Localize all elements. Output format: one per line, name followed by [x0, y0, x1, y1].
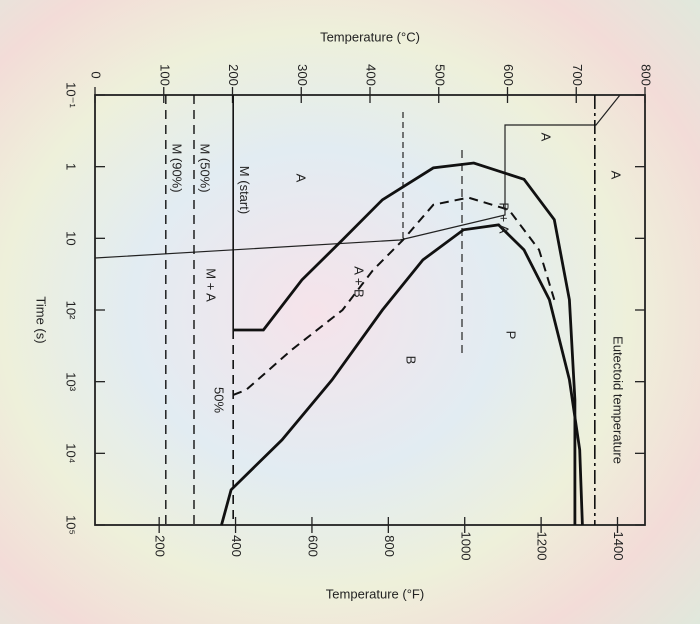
f-tick-label: 1200 — [535, 532, 550, 561]
transformation-curve — [233, 161, 577, 525]
axis-title-f: Temperature (°F) — [326, 586, 424, 601]
f-tick-label: 200 — [153, 535, 168, 557]
time-tick-label: 10⁵ — [64, 515, 79, 535]
transformation-curve — [220, 223, 584, 526]
time-tick-label: 10⁴ — [64, 443, 79, 463]
c-tick-label: 700 — [570, 64, 585, 86]
c-tick-label: 800 — [639, 64, 654, 86]
level-label: M (50%) — [198, 143, 213, 192]
level-label: Eutectoid temperature — [610, 336, 625, 464]
c-tick-label: 600 — [501, 64, 516, 86]
axis-title-time: Time (s) — [34, 296, 49, 343]
path-line — [94, 94, 621, 259]
level-label: M (90%) — [169, 143, 184, 192]
region-label: A — [609, 171, 624, 180]
f-tick-label: 1400 — [611, 532, 626, 561]
c-tick-label: 200 — [226, 64, 241, 86]
time-tick-label: 10⁻¹ — [64, 82, 79, 108]
region-label: A — [539, 133, 554, 142]
region-label: M + A — [204, 268, 219, 302]
axis-title-c: Temperature (°C) — [320, 29, 420, 44]
transformation-curve — [232, 196, 556, 396]
level-label: M (start) — [237, 166, 252, 214]
time-tick-label: 10² — [64, 301, 79, 320]
treatment-path — [94, 94, 621, 355]
c-tick-label: 300 — [295, 64, 310, 86]
region-label: 50% — [212, 387, 227, 413]
region-label: A — [294, 174, 309, 183]
f-tick-label: 400 — [229, 535, 244, 557]
f-tick-label: 600 — [306, 535, 321, 557]
time-tick-label: 10 — [64, 231, 79, 245]
region-label: P — [504, 331, 519, 340]
f-tick-label: 800 — [382, 535, 397, 557]
c-tick-label: 100 — [157, 64, 172, 86]
region-label: B — [404, 356, 419, 365]
f-tick-label: 1000 — [458, 532, 473, 561]
c-tick-label: 0 — [89, 71, 104, 78]
region-label: A + B — [352, 266, 367, 297]
time-tick-label: 10³ — [64, 372, 79, 391]
c-tick-label: 400 — [364, 64, 379, 86]
c-tick-label: 500 — [432, 64, 447, 86]
time-tick-label: 1 — [64, 163, 79, 170]
region-label: P + A — [497, 202, 512, 234]
